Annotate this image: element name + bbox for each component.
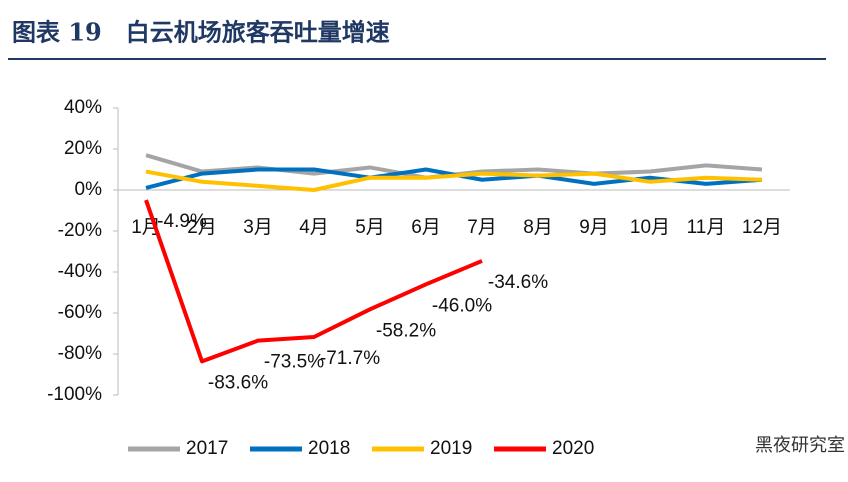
x-tick-label: 11月 xyxy=(687,217,726,238)
legend-label: 2020 xyxy=(552,438,594,459)
x-tick-label: 4月 xyxy=(299,217,329,238)
y-tick-label: 40% xyxy=(64,97,102,118)
data-label: -71.7% xyxy=(320,348,380,369)
x-tick-label: 7月 xyxy=(467,217,497,238)
data-label: -73.5% xyxy=(264,352,324,373)
x-tick-label: 9月 xyxy=(579,217,609,238)
data-label: -58.2% xyxy=(376,320,436,341)
y-tick-label: 20% xyxy=(64,138,102,159)
y-tick-label: -20% xyxy=(58,220,102,241)
y-tick-label: -100% xyxy=(47,384,102,405)
x-tick-label: 2月 xyxy=(187,217,217,238)
data-label: -46.0% xyxy=(432,295,492,316)
y-tick-label: 0% xyxy=(75,179,103,200)
data-label: -34.6% xyxy=(488,272,548,293)
legend-label: 2017 xyxy=(186,438,228,459)
y-tick-label: -80% xyxy=(58,343,102,364)
series-line xyxy=(145,169,763,192)
x-tick-label: 8月 xyxy=(523,217,553,238)
x-tick-label: 12月 xyxy=(742,217,782,238)
x-tick-label: 6月 xyxy=(411,217,441,238)
y-tick-label: -60% xyxy=(58,302,102,323)
x-tick-label: 10月 xyxy=(630,217,670,238)
chart-title: 图表 19 白云机场旅客吞吐量增速 xyxy=(12,18,390,47)
data-label: -4.9% xyxy=(157,211,207,232)
y-tick-label: -40% xyxy=(58,261,102,282)
x-tick-label: 3月 xyxy=(243,217,273,238)
series-line xyxy=(144,199,483,364)
legend-label: 2019 xyxy=(430,438,472,459)
x-tick-label: 5月 xyxy=(355,217,385,238)
watermark: 黑夜研究室 xyxy=(755,435,845,455)
data-label: -83.6% xyxy=(208,372,268,393)
legend-label: 2018 xyxy=(308,438,350,459)
